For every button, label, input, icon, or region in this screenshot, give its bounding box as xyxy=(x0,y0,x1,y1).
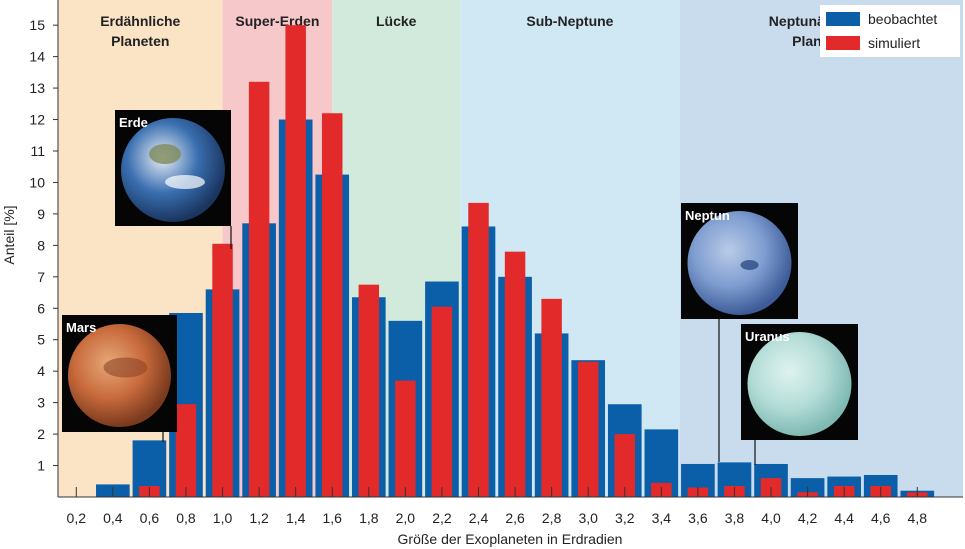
legend: beobachtet simuliert xyxy=(820,5,960,57)
x-tick-label-2,2: 2,2 xyxy=(432,510,452,526)
bar-simuliert-3,2 xyxy=(614,434,636,497)
x-tick-label-0,6: 0,6 xyxy=(140,510,160,526)
x-tick-label-1,2: 1,2 xyxy=(249,510,269,526)
x-tick-label-4,6: 4,6 xyxy=(871,510,891,526)
region-3-background xyxy=(460,0,680,497)
legend-swatch-beobachtet xyxy=(826,12,860,26)
x-tick-label-2,6: 2,6 xyxy=(505,510,525,526)
y-tick-label-6: 6 xyxy=(37,300,45,316)
x-tick-label-1,8: 1,8 xyxy=(359,510,379,526)
x-tick-label-4,2: 4,2 xyxy=(798,510,818,526)
y-tick-label-2: 2 xyxy=(37,426,45,442)
x-tick-label-2,8: 2,8 xyxy=(542,510,562,526)
y-tick-label-7: 7 xyxy=(37,269,45,285)
x-tick-label-2,0: 2,0 xyxy=(396,510,416,526)
x-tick-label-3,0: 3,0 xyxy=(578,510,598,526)
planet-photos: Mars Erde Neptun Uranus xyxy=(62,110,858,465)
bar-simuliert-1,8 xyxy=(358,284,380,497)
y-tick-label-8: 8 xyxy=(37,237,45,253)
x-tick-label-1,4: 1,4 xyxy=(286,510,306,526)
legend-label-simuliert: simuliert xyxy=(868,35,920,51)
region-2-title: Lücke xyxy=(376,13,417,29)
bar-simuliert-2,6 xyxy=(504,251,526,497)
y-tick-label-10: 10 xyxy=(29,174,45,190)
earth-cloud-shape xyxy=(165,175,205,189)
region-1-background xyxy=(222,0,333,497)
bar-simuliert-2,2 xyxy=(431,306,453,497)
earth-photo-icon xyxy=(121,118,225,222)
y-axis-title: Anteil [%] xyxy=(1,205,17,264)
legend-label-beobachtet: beobachtet xyxy=(868,11,937,27)
y-tick-label-5: 5 xyxy=(37,332,45,348)
bar-simuliert-1,6 xyxy=(322,113,343,497)
earth-continent-shape xyxy=(149,144,181,164)
region-3-title: Sub-Neptune xyxy=(526,13,613,29)
x-tick-label-0,2: 0,2 xyxy=(67,510,87,526)
region-1-title: Super-Erden xyxy=(235,13,319,29)
x-tick-label-3,2: 3,2 xyxy=(615,510,635,526)
x-tick-label-3,4: 3,4 xyxy=(652,510,672,526)
x-tick-label-3,8: 3,8 xyxy=(725,510,745,526)
bar-series xyxy=(96,25,935,498)
x-axis-title: Größe der Exoplaneten in Erdradien xyxy=(398,531,623,547)
x-tick-label-3,6: 3,6 xyxy=(688,510,708,526)
bar-simuliert-1,4 xyxy=(285,25,306,498)
y-tick-label-3: 3 xyxy=(37,395,45,411)
y-tick-label-11: 11 xyxy=(30,143,45,159)
x-tick-label-0,8: 0,8 xyxy=(176,510,196,526)
bar-simuliert-1,0 xyxy=(212,243,233,497)
bar-simuliert-1,2 xyxy=(248,81,270,497)
x-tick-label-1,6: 1,6 xyxy=(323,510,343,526)
planet-label-Neptun: Neptun xyxy=(685,208,730,223)
bar-simuliert-2,8 xyxy=(541,298,562,497)
planet-label-Uranus: Uranus xyxy=(745,329,790,344)
planet-label-Mars: Mars xyxy=(66,320,96,335)
uranus-photo-icon xyxy=(747,332,852,436)
y-tick-label-4: 4 xyxy=(37,363,45,379)
x-tick-label-4,8: 4,8 xyxy=(908,510,928,526)
x-tick-label-2,4: 2,4 xyxy=(469,510,489,526)
y-tick-label-12: 12 xyxy=(29,112,45,128)
neptune-photo-icon xyxy=(687,211,792,315)
legend-swatch-simuliert xyxy=(826,36,860,50)
x-tick-label-4,0: 4,0 xyxy=(761,510,781,526)
y-tick-label-14: 14 xyxy=(29,49,45,65)
x-tick-label-0,4: 0,4 xyxy=(103,510,123,526)
x-tick-label-1,0: 1,0 xyxy=(213,510,233,526)
x-tick-label-4,4: 4,4 xyxy=(834,510,854,526)
y-tick-label-13: 13 xyxy=(29,80,45,96)
y-tick-label-1: 1 xyxy=(37,458,45,474)
bar-simuliert-0,8 xyxy=(175,404,197,497)
planet-label-Erde: Erde xyxy=(119,115,148,130)
y-tick-label-9: 9 xyxy=(37,206,45,222)
bar-simuliert-2,4 xyxy=(468,202,489,498)
bar-simuliert-3,0 xyxy=(577,361,599,497)
neptune-storm-shape xyxy=(740,260,759,270)
region-0-title: Erdähnliche Planeten xyxy=(100,13,180,49)
mars-surface-shape xyxy=(103,357,148,378)
y-tick-label-15: 15 xyxy=(29,17,45,33)
bar-simuliert-2,0 xyxy=(395,380,416,497)
